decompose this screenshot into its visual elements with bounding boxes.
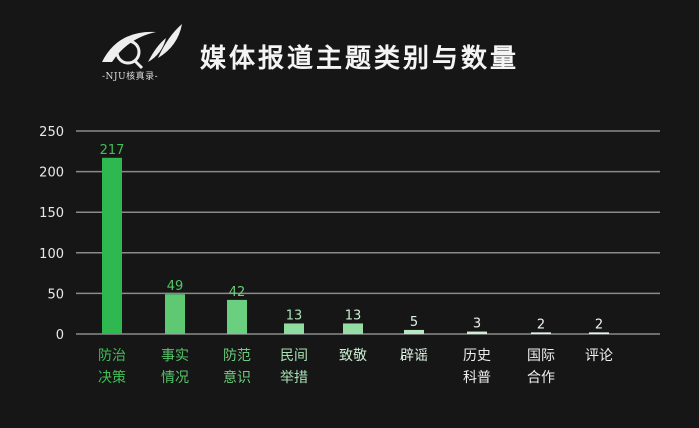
y-tick-label: 50 <box>47 287 64 302</box>
bar <box>227 299 247 334</box>
data-label: 3 <box>473 317 481 332</box>
x-tick-label: 民间 <box>280 348 308 364</box>
data-label: 217 <box>100 143 125 158</box>
chart-title: 媒体报道主题类别与数量 <box>200 44 520 74</box>
data-label: 49 <box>167 279 184 294</box>
y-tick-label: 250 <box>39 125 64 140</box>
data-label: 13 <box>286 308 303 323</box>
x-tick-label: 评论 <box>585 348 613 364</box>
data-label: 13 <box>345 308 362 323</box>
y-tick-label: 100 <box>39 247 64 262</box>
x-tick-label: 防范 <box>223 347 251 364</box>
bar <box>467 331 487 334</box>
x-tick-label: 意识 <box>223 369 251 386</box>
x-tick-label: 辟谣 <box>400 348 428 364</box>
bar <box>404 329 424 334</box>
data-label: 2 <box>595 317 603 332</box>
x-tick-label: 防治 <box>98 348 126 364</box>
bar <box>343 323 363 334</box>
bar <box>531 332 551 334</box>
x-tick-label: 合作 <box>527 370 555 386</box>
bar <box>102 157 122 334</box>
data-label: 42 <box>229 285 246 300</box>
y-tick-label: 200 <box>39 166 64 181</box>
x-tick-label: 致敬 <box>339 348 367 364</box>
x-tick-label: 举措 <box>280 370 308 386</box>
x-tick-label: 事实 <box>161 348 189 364</box>
bar <box>284 323 304 334</box>
bar <box>165 294 185 334</box>
y-tick-label: 150 <box>39 206 64 221</box>
y-tick-label: 0 <box>56 328 64 343</box>
data-label: 2 <box>537 317 545 332</box>
logo <box>102 24 182 70</box>
x-tick-label: 情况 <box>161 370 189 386</box>
data-label: 5 <box>410 315 418 330</box>
logo-text: -NJU核真录- <box>102 72 159 82</box>
x-tick-label: 决策 <box>98 369 126 386</box>
x-tick-label: 历史 <box>463 348 491 364</box>
x-tick-label: 科普 <box>463 370 491 386</box>
bar <box>589 332 609 334</box>
x-tick-label: 国际 <box>527 348 555 364</box>
